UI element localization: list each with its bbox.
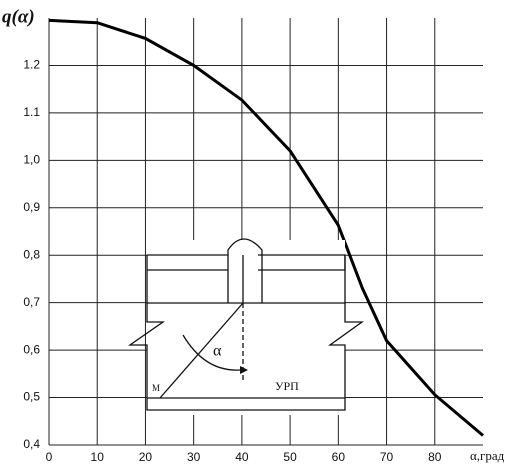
x-tick-label: 70 bbox=[380, 450, 394, 464]
y-tick-label: 0,8 bbox=[23, 247, 40, 261]
y-tick-label: 0,4 bbox=[23, 437, 40, 451]
diagram-label: М bbox=[152, 383, 160, 393]
y-tick-label: 1.1 bbox=[23, 105, 40, 119]
x-tick-label: 10 bbox=[91, 450, 105, 464]
y-tick-label: 0,6 bbox=[23, 342, 40, 356]
x-axis-label: α,град bbox=[470, 448, 505, 463]
x-tick-label: 50 bbox=[283, 450, 297, 464]
y-axis-label: q(α) bbox=[2, 6, 35, 27]
y-tick-label: 0,5 bbox=[23, 390, 40, 404]
inset-diagram: α М УРП bbox=[127, 238, 365, 415]
x-tick-label: 20 bbox=[139, 450, 153, 464]
y-tick-label: 0,9 bbox=[23, 200, 40, 214]
data-line bbox=[48, 18, 484, 437]
diagram-label: УРП bbox=[275, 379, 299, 393]
y-tick-label: 0,7 bbox=[23, 295, 40, 309]
y-tick-label: 1,0 bbox=[23, 153, 40, 167]
x-tick-label: 0 bbox=[46, 450, 53, 464]
x-tick-label: 60 bbox=[332, 450, 346, 464]
x-tick-label: 40 bbox=[235, 450, 249, 464]
x-tick-label: 30 bbox=[187, 450, 201, 464]
y-tick-label: 1.2 bbox=[23, 58, 40, 72]
x-tick-label: 80 bbox=[428, 450, 442, 464]
diagram-label: α bbox=[213, 343, 222, 360]
